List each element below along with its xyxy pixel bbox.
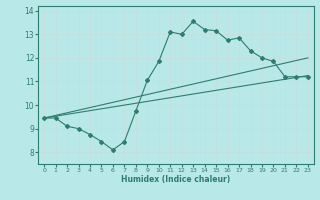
X-axis label: Humidex (Indice chaleur): Humidex (Indice chaleur) [121,175,231,184]
